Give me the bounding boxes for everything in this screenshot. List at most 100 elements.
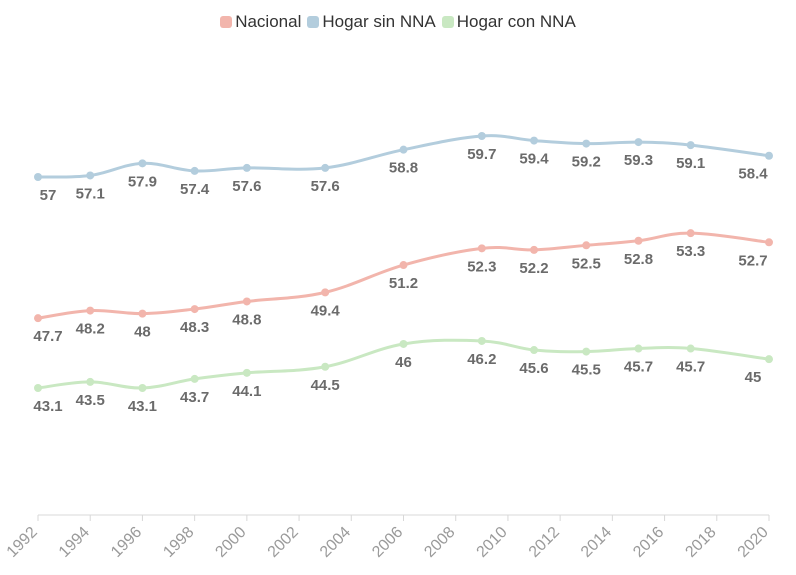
x-tick-label: 2010 <box>474 524 511 561</box>
data-label-hogar-con-nna: 45 <box>745 369 762 386</box>
data-point-hogar-con-nna[interactable] <box>321 362 330 371</box>
data-label-nacional: 52.3 <box>467 258 496 275</box>
data-point-nacional[interactable] <box>634 236 643 245</box>
data-label-hogar-con-nna: 44.5 <box>311 377 340 394</box>
data-point-nacional[interactable] <box>321 288 330 297</box>
data-label-nacional: 49.4 <box>311 302 341 319</box>
data-point-hogar-sin-nna[interactable] <box>321 163 330 172</box>
legend-item-hogar-sin-nna[interactable]: Hogar sin NNA <box>307 12 436 32</box>
data-label-nacional: 52.5 <box>572 255 601 272</box>
data-point-hogar-sin-nna[interactable] <box>34 173 42 181</box>
data-label-nacional: 51.2 <box>389 275 418 292</box>
data-label-hogar-con-nna: 44.1 <box>232 383 261 400</box>
data-label-nacional: 52.8 <box>624 251 653 268</box>
legend-label-nacional: Nacional <box>235 12 302 31</box>
data-point-hogar-con-nna[interactable] <box>242 368 251 377</box>
data-label-hogar-sin-nna: 57.9 <box>128 173 157 190</box>
x-tick-label: 2012 <box>526 524 563 561</box>
data-point-hogar-con-nna[interactable] <box>477 336 486 345</box>
data-point-hogar-con-nna[interactable] <box>765 355 773 364</box>
data-label-hogar-sin-nna: 59.1 <box>676 155 705 172</box>
data-label-hogar-sin-nna: 57.4 <box>180 181 210 198</box>
x-tick-label: 2020 <box>735 524 772 561</box>
data-label-nacional: 48 <box>134 324 151 341</box>
data-label-hogar-sin-nna: 58.8 <box>389 160 418 177</box>
data-point-nacional[interactable] <box>34 314 42 323</box>
data-point-hogar-sin-nna[interactable] <box>477 132 486 141</box>
data-point-hogar-sin-nna[interactable] <box>765 151 773 160</box>
data-point-hogar-con-nna[interactable] <box>86 377 95 386</box>
data-label-hogar-con-nna: 43.5 <box>76 392 105 409</box>
data-point-nacional[interactable] <box>86 306 95 315</box>
data-label-hogar-con-nna: 43.1 <box>33 398 62 415</box>
x-tick-label: 2002 <box>265 524 302 561</box>
data-point-hogar-sin-nna[interactable] <box>530 136 539 145</box>
data-point-hogar-sin-nna[interactable] <box>190 166 199 175</box>
x-tick-label: 2006 <box>369 524 406 561</box>
data-point-hogar-sin-nna[interactable] <box>686 141 695 150</box>
data-label-nacional: 53.3 <box>676 243 705 260</box>
data-label-hogar-con-nna: 46 <box>395 354 412 371</box>
data-point-nacional[interactable] <box>190 305 199 314</box>
legend-item-hogar-con-nna[interactable]: Hogar con NNA <box>441 12 576 32</box>
data-label-hogar-sin-nna: 59.3 <box>624 152 653 169</box>
data-point-nacional[interactable] <box>399 261 408 270</box>
x-tick-label: 1992 <box>4 524 41 561</box>
data-point-nacional[interactable] <box>582 241 591 250</box>
data-point-hogar-con-nna[interactable] <box>686 344 695 353</box>
x-tick-label: 2016 <box>630 524 667 561</box>
x-tick-label: 2014 <box>578 524 615 561</box>
data-point-hogar-con-nna[interactable] <box>190 374 199 383</box>
data-label-hogar-con-nna: 45.7 <box>624 359 653 376</box>
data-point-hogar-sin-nna[interactable] <box>634 138 643 147</box>
legend-swatch-hogar-sin-nna <box>307 16 320 28</box>
data-point-hogar-sin-nna[interactable] <box>242 163 251 172</box>
x-tick-label: 1996 <box>108 524 145 561</box>
data-point-hogar-con-nna[interactable] <box>634 344 643 353</box>
data-label-hogar-con-nna: 45.5 <box>572 362 601 379</box>
legend-swatch-hogar-con-nna <box>441 16 454 28</box>
data-point-hogar-sin-nna[interactable] <box>399 145 408 154</box>
data-label-nacional: 47.7 <box>33 328 62 345</box>
x-tick-label: 2004 <box>317 524 354 561</box>
data-point-hogar-con-nna[interactable] <box>582 347 591 356</box>
data-label-nacional: 52.7 <box>738 252 767 269</box>
data-point-hogar-sin-nna[interactable] <box>582 139 591 148</box>
data-label-hogar-sin-nna: 57.6 <box>311 178 340 195</box>
legend-label-hogar-con-nna: Hogar con NNA <box>456 12 576 31</box>
data-label-nacional: 52.2 <box>519 260 548 277</box>
data-point-hogar-con-nna[interactable] <box>34 384 42 393</box>
data-label-hogar-con-nna: 46.2 <box>467 351 496 368</box>
legend: Nacional Hogar sin NNA Hogar con NNA <box>0 12 796 32</box>
data-label-nacional: 48.3 <box>180 319 209 336</box>
data-point-nacional[interactable] <box>138 309 147 318</box>
x-tick-label: 2000 <box>212 524 249 561</box>
x-tick-label: 2018 <box>682 524 719 561</box>
data-label-hogar-sin-nna: 57.1 <box>76 185 105 202</box>
data-label-hogar-sin-nna: 57.6 <box>232 178 261 195</box>
data-point-nacional[interactable] <box>477 244 486 253</box>
legend-swatch-nacional <box>220 16 233 28</box>
data-point-hogar-sin-nna[interactable] <box>138 159 147 168</box>
data-point-hogar-sin-nna[interactable] <box>86 171 95 180</box>
data-point-hogar-con-nna[interactable] <box>530 346 539 355</box>
data-point-nacional[interactable] <box>765 238 773 247</box>
data-label-nacional: 48.2 <box>76 321 105 338</box>
data-label-hogar-con-nna: 43.1 <box>128 398 157 415</box>
data-label-hogar-sin-nna: 59.2 <box>572 154 601 171</box>
legend-label-hogar-sin-nna: Hogar sin NNA <box>322 12 436 31</box>
data-point-nacional[interactable] <box>242 297 251 306</box>
x-tick-label: 1998 <box>160 524 197 561</box>
data-point-hogar-con-nna[interactable] <box>138 384 147 393</box>
data-point-nacional[interactable] <box>530 245 539 254</box>
data-label-hogar-sin-nna: 57 <box>40 187 57 204</box>
data-label-hogar-con-nna: 45.7 <box>676 359 705 376</box>
legend-item-nacional[interactable]: Nacional <box>220 12 301 32</box>
data-label-hogar-sin-nna: 58.4 <box>738 166 768 183</box>
data-point-hogar-con-nna[interactable] <box>399 339 408 348</box>
data-label-hogar-con-nna: 43.7 <box>180 389 209 406</box>
data-point-nacional[interactable] <box>686 229 695 238</box>
x-tick-label: 2008 <box>421 524 458 561</box>
